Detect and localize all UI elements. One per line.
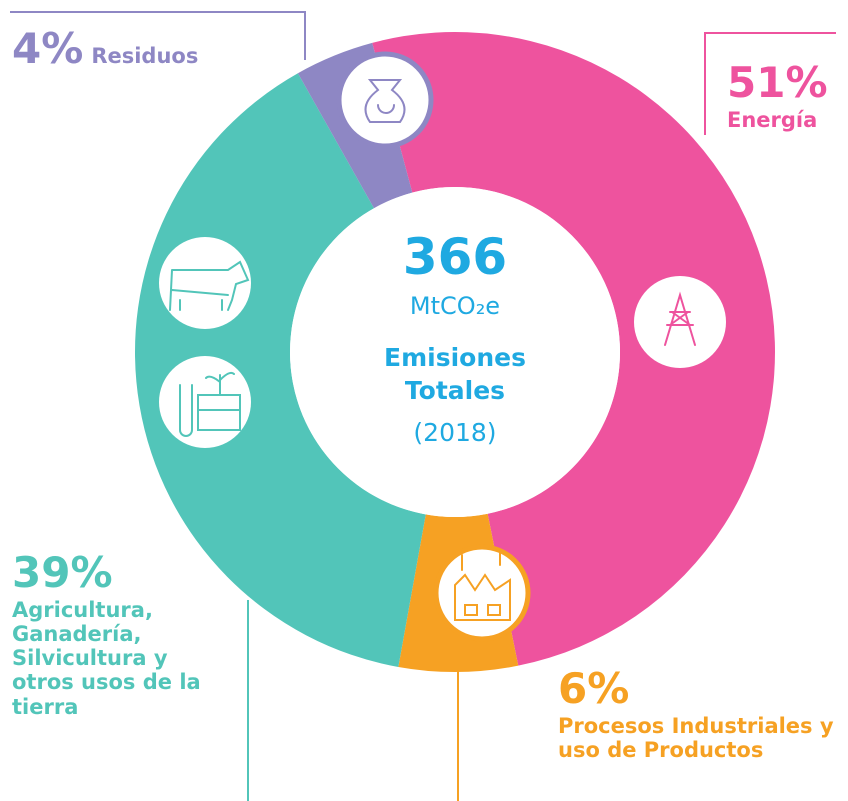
center-value: 366 — [402, 228, 508, 286]
donut-segment — [135, 73, 426, 667]
center-title: Emisiones Totales — [384, 343, 526, 405]
center-disc — [290, 187, 620, 517]
category-name: Procesos Industriales y uso de Productos — [558, 714, 834, 763]
center-subtitle: (2018) — [413, 418, 497, 447]
center-unit: MtCO₂e — [409, 292, 501, 320]
icon-badge — [336, 51, 434, 149]
icon-badge — [159, 356, 251, 448]
category-name: Residuos — [91, 44, 199, 68]
donut-segment — [372, 32, 775, 666]
category-label: 4% Residuos — [12, 28, 332, 70]
icon-badge — [433, 544, 531, 642]
percent-label: 6% — [558, 664, 630, 713]
category-name: Energía — [727, 108, 818, 132]
percent-label: 4% — [12, 24, 84, 73]
icon-glyph — [454, 549, 511, 621]
icon-glyph — [169, 260, 250, 311]
category-label: 51% Energía — [727, 58, 828, 133]
percent-label: 51% — [727, 58, 828, 107]
icon-badge — [159, 237, 251, 329]
category-label: 39% Agricultura, Ganadería, Silvicultura … — [12, 552, 222, 719]
category-name: Agricultura, Ganadería, Silvicultura y o… — [12, 598, 201, 719]
icon-glyph — [364, 79, 406, 123]
percent-label: 39% — [12, 548, 113, 597]
icon-badge — [634, 276, 726, 368]
category-label: 6% Procesos Industriales y uso de Product… — [558, 664, 848, 763]
icon-glyph — [664, 291, 696, 346]
leader-line — [10, 11, 306, 60]
icon-glyph — [179, 371, 241, 437]
leader-line — [704, 32, 836, 135]
